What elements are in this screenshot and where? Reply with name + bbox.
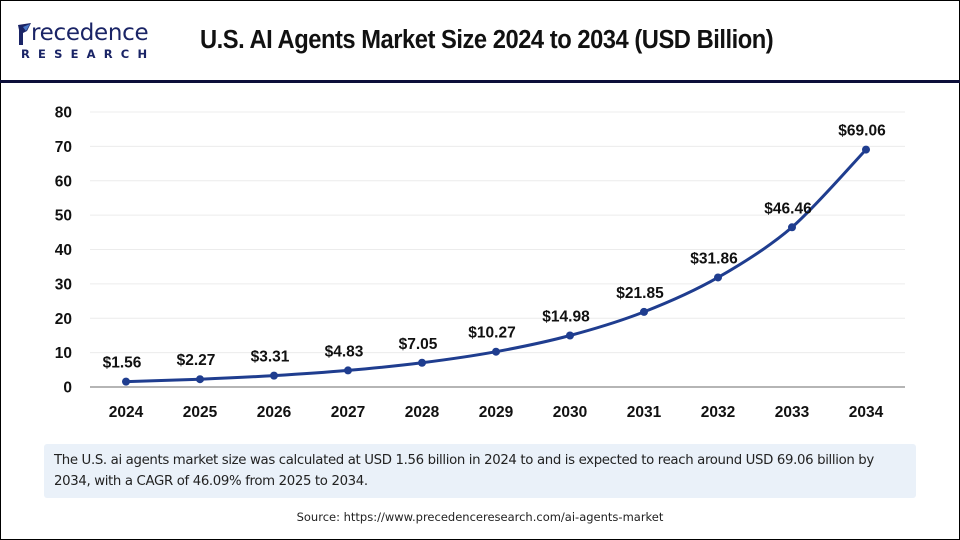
data-point	[122, 377, 130, 386]
x-tick-label: 2034	[849, 404, 884, 421]
y-tick-label: 70	[55, 139, 72, 156]
data-label: $2.27	[177, 352, 216, 369]
x-tick-label: 2026	[257, 404, 292, 421]
data-label: $10.27	[468, 325, 515, 342]
y-tick-label: 30	[55, 276, 72, 293]
data-point	[862, 145, 870, 154]
precedence-logo-icon	[18, 23, 31, 45]
data-points	[122, 145, 870, 386]
x-tick-label: 2025	[183, 404, 218, 421]
logo-wordmark: recedence	[31, 20, 149, 46]
source-citation: Source: https://www.precedenceresearch.c…	[296, 510, 664, 524]
header: recedence RESEARCH U.S. AI Agents Market…	[0, 0, 960, 80]
data-point	[788, 223, 796, 232]
x-tick-label: 2031	[627, 404, 662, 421]
logo-subtitle: RESEARCH	[21, 47, 156, 61]
x-tick-label: 2032	[701, 404, 735, 421]
x-tick-label: 2029	[479, 404, 514, 421]
x-tick-label: 2024	[109, 404, 144, 421]
summary-text: The U.S. ai agents market size was calcu…	[54, 453, 874, 489]
y-tick-label: 0	[63, 380, 72, 397]
data-point	[714, 273, 722, 282]
data-label: $21.85	[616, 285, 664, 302]
y-tick-label: 50	[55, 208, 72, 225]
precedence-research-logo: recedence RESEARCH	[17, 20, 167, 62]
series-line	[125, 148, 868, 384]
data-point	[344, 366, 352, 375]
x-tick-label: 2030	[553, 404, 587, 421]
header-divider	[0, 80, 960, 83]
data-label: $4.83	[325, 343, 364, 360]
y-tick-label: 20	[55, 311, 72, 328]
data-label: $69.06	[838, 123, 886, 140]
y-tick-label: 60	[55, 173, 72, 190]
x-tick-label: 2033	[775, 404, 810, 421]
chart-title: U.S. AI Agents Market Size 2024 to 2034 …	[200, 26, 774, 54]
data-label: $3.31	[251, 349, 290, 366]
data-label: $14.98	[542, 309, 590, 326]
data-label: $1.56	[103, 355, 142, 372]
data-point	[196, 375, 204, 384]
data-point	[640, 307, 648, 316]
data-label: $31.86	[690, 250, 738, 267]
data-point	[270, 371, 278, 380]
data-labels: $1.56 $2.27 $3.31 $4.83 $7.05 $10.27 $14.98 $21…	[103, 123, 886, 372]
data-label: $46.46	[764, 200, 812, 217]
y-tick-label: 10	[55, 345, 72, 362]
summary-note: The U.S. ai agents market size was calcu…	[44, 444, 916, 498]
x-axis-ticks: 2024 2025 2026 2027 2028 2029 2030 2031 2032 2033…	[109, 404, 884, 421]
data-label: $7.05	[399, 336, 438, 353]
gridlines	[90, 111, 905, 354]
y-axis-ticks: 0 10 20 30 40 50 60 70 80	[55, 105, 72, 397]
x-tick-label: 2027	[331, 404, 365, 421]
data-point	[566, 331, 574, 340]
x-tick-label: 2028	[405, 404, 440, 421]
y-tick-label: 80	[55, 105, 72, 122]
data-point	[418, 358, 426, 367]
y-tick-label: 40	[55, 242, 72, 259]
data-point	[492, 347, 500, 356]
